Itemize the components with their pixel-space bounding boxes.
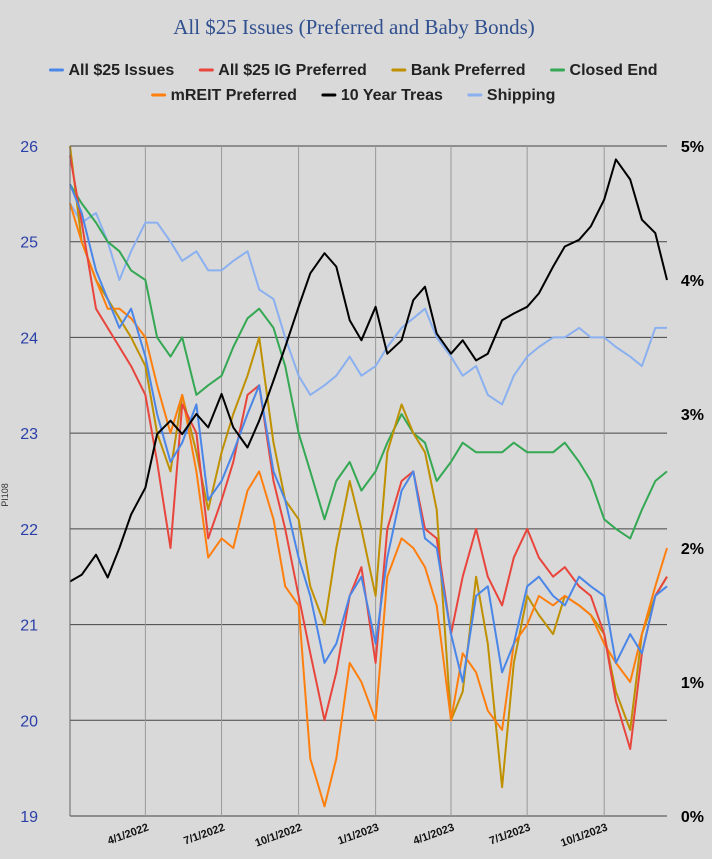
chart-title: All $25 Issues (Preferred and Baby Bonds… <box>173 15 535 39</box>
y-tick-left: 26 <box>20 139 38 156</box>
y-tick-left: 25 <box>20 235 38 252</box>
series-line-shipping <box>69 202 667 406</box>
x-tick-label: 10/1/2022 <box>254 822 304 850</box>
legend-label: Closed End <box>570 62 658 79</box>
y-axis-label: PI108 <box>0 483 10 507</box>
y-tick-right: 0% <box>681 809 704 826</box>
x-tick-label: 4/1/2023 <box>412 822 456 848</box>
series-line-mreit-preferred <box>69 203 668 808</box>
y-tick-left: 21 <box>20 618 38 635</box>
series-line-all-25-ig-preferred <box>69 155 668 750</box>
series-line-10-year-treas <box>69 158 668 583</box>
legend-label: Bank Preferred <box>411 62 526 79</box>
legend-label: 10 Year Treas <box>341 87 443 104</box>
x-tick-label: 7/1/2023 <box>488 822 532 848</box>
y-tick-left: 19 <box>20 809 38 826</box>
legend-label: mREIT Preferred <box>171 87 297 104</box>
x-tick-label: 10/1/2023 <box>559 822 609 850</box>
y-tick-left: 22 <box>20 522 38 539</box>
y-tick-left: 20 <box>20 713 38 730</box>
x-tick-label: 1/1/2023 <box>336 822 380 848</box>
y-tick-right: 3% <box>681 407 704 424</box>
y-tick-right: 4% <box>681 273 704 290</box>
legend-label: Shipping <box>487 87 555 104</box>
series-line-closed-end <box>69 183 668 540</box>
series-lines <box>69 145 668 808</box>
x-tick-label: 7/1/2022 <box>182 822 226 848</box>
y-tick-left: 24 <box>20 330 38 347</box>
legend-label: All $25 IG Preferred <box>218 62 367 79</box>
y-tick-right: 1% <box>681 675 704 692</box>
x-tick-label: 4/1/2022 <box>106 822 150 848</box>
legend-label: All $25 Issues <box>68 62 174 79</box>
series-line-all-25-issues <box>69 183 668 683</box>
legend: All $25 Issues All $25 IG Preferred Bank P… <box>48 62 658 104</box>
y-tick-right: 2% <box>681 541 704 558</box>
axes: 19 20 21 22 23 24 25 26 0% 1% 2% 3% 4% 5% 4/1/2022 7/1/… <box>20 139 704 850</box>
y-tick-right: 5% <box>681 139 704 156</box>
y-tick-left: 23 <box>20 426 38 443</box>
